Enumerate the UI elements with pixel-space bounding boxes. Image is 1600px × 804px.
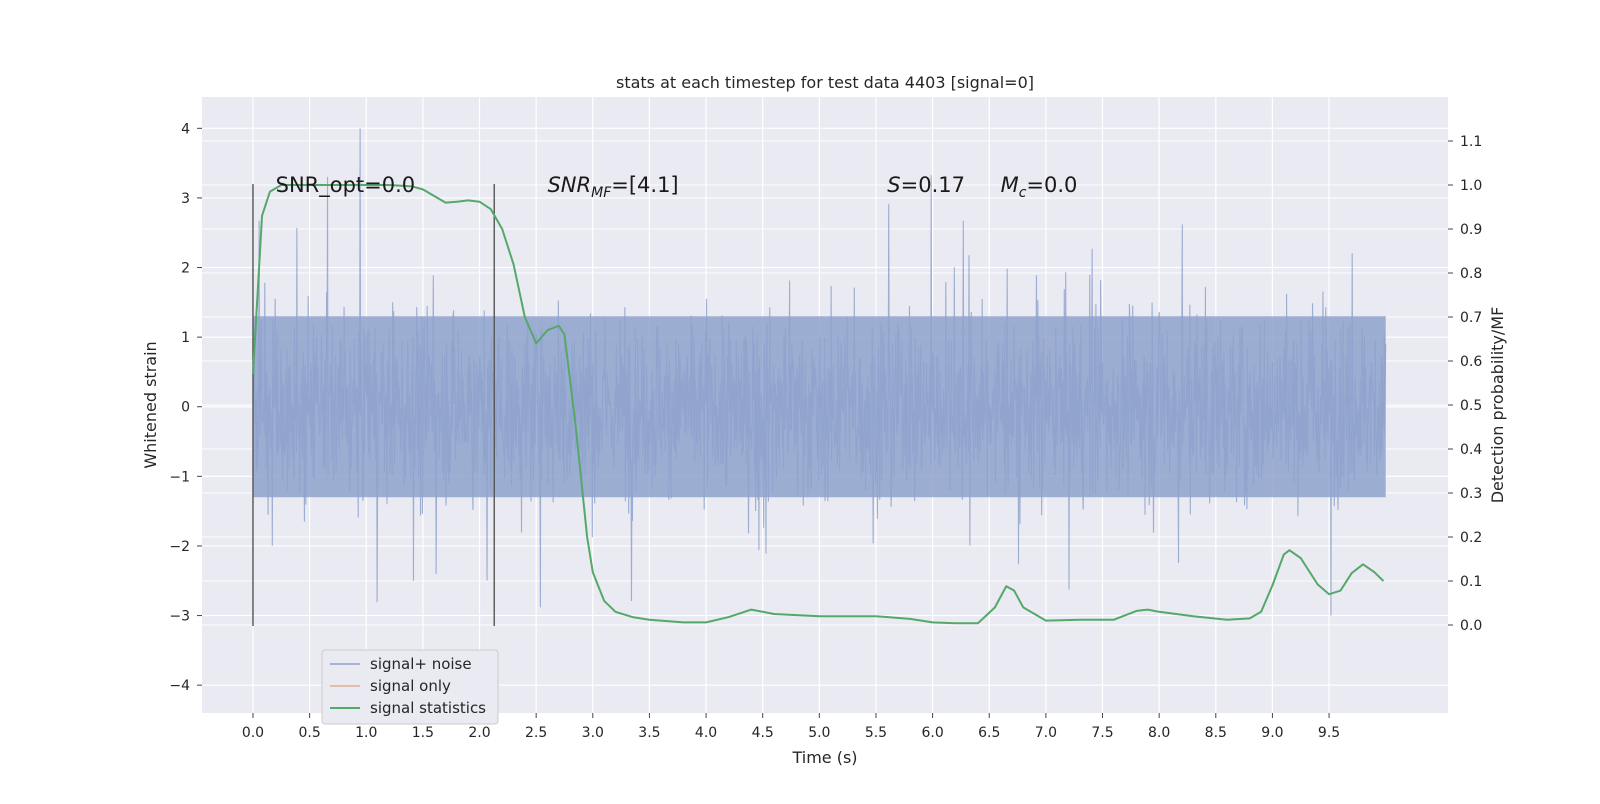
y-tick-label: −4 [169,678,190,694]
y-tick-label: 1 [181,330,190,346]
x-tick-label: 7.0 [1035,725,1057,741]
x-tick-label: 1.5 [412,725,434,741]
y-axis-label: Whitened strain [141,341,160,468]
x-tick-label: 7.5 [1091,725,1113,741]
x-tick-label: 9.5 [1318,725,1340,741]
y2-tick-label: 0.2 [1460,530,1482,546]
annotation-text: Mc=0.0 [1001,173,1078,201]
x-tick-label: 3.5 [638,725,660,741]
y-tick-label: 4 [181,121,190,137]
y-tick-label: −3 [169,609,190,625]
x-tick-label: 2.0 [468,725,490,741]
x-tick-label: 3.0 [582,725,604,741]
annotation-value: =0.17 [901,173,965,197]
stat-layer [251,184,1385,625]
chart-title: stats at each timestep for test data 440… [616,73,1034,92]
noise-layer [252,128,1387,616]
signal-noise-core [252,316,1386,498]
x-tick-label: 6.5 [978,725,1000,741]
annotation-symbol: M [1001,173,1019,197]
y2-tick-label: 0.0 [1460,618,1482,634]
legend: signal+ noise signal only signal statist… [321,649,499,725]
annotation-symbol: S [887,173,900,197]
annotation-subscript: MF [591,185,612,201]
y2-axis-label: Detection probability/MF [1488,307,1507,504]
y-tick-label: 3 [181,191,190,207]
annotation-value: =0.0 [1026,173,1077,197]
annotation-layer: SNR_opt=0.0 SNRMF=[4.1] S=0.17 Mc=0.0 [276,173,1078,201]
y-tick-label: 0 [181,400,190,416]
x-tick-label: 6.0 [921,725,943,741]
x-tick-label: 0.0 [242,725,264,741]
y-tick-label: 2 [181,261,190,277]
x-tick-label: 4.5 [752,725,774,741]
y2-tick-label: 0.5 [1460,398,1482,414]
vline-layer [252,184,495,626]
signal-statistics-line [251,184,1385,625]
legend-label-signal-statistics: signal statistics [370,699,486,717]
annotation-symbol: SNR [547,173,591,197]
legend-label-signal-noise: signal+ noise [370,655,472,673]
x-tick-label: 1.0 [355,725,377,741]
tick-layer: 0.0 0.5 1.0 1.5 2.0 2.5 3.0 3.5 4.0 4.5 5.0 5.5 6.0 6… [169,121,1482,741]
annotation-text: SNRMF=[4.1] [547,173,678,201]
y2-tick-label: 0.1 [1460,574,1482,590]
y-tick-label: −1 [169,469,190,485]
x-tick-label: 2.5 [525,725,547,741]
annotation-text: S=0.17 [887,173,965,197]
y2-tick-label: 0.4 [1460,442,1482,458]
y2-tick-label: 0.9 [1460,222,1482,238]
x-tick-label: 8.5 [1205,725,1227,741]
legend-label-signal-only: signal only [370,677,451,695]
y2-tick-label: 0.8 [1460,266,1482,282]
y2-tick-label: 0.3 [1460,486,1482,502]
annotation-text: SNR_opt=0.0 [276,173,416,198]
legend-box [321,649,499,725]
x-tick-label: 4.0 [695,725,717,741]
y2-tick-label: 1.1 [1460,134,1482,150]
x-tick-label: 0.5 [298,725,320,741]
y2-tick-label: 0.7 [1460,310,1482,326]
x-tick-label: 8.0 [1148,725,1170,741]
x-axis-label: Time (s) [791,748,857,767]
annotation-subscript: c [1019,185,1027,201]
y2-tick-label: 1.0 [1460,178,1482,194]
y2-tick-label: 0.6 [1460,354,1482,370]
annotation-value: =[4.1] [611,173,678,197]
x-tick-label: 9.0 [1261,725,1283,741]
y-tick-label: −2 [169,539,190,555]
x-tick-label: 5.0 [808,725,830,741]
x-tick-label: 5.5 [865,725,887,741]
